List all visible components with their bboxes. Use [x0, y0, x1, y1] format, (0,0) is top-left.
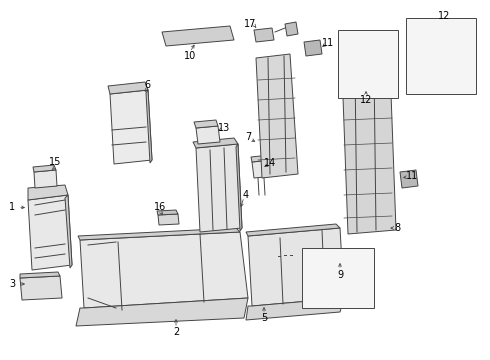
Polygon shape [342, 66, 396, 234]
Polygon shape [158, 214, 179, 225]
Polygon shape [248, 228, 344, 306]
Text: 16: 16 [154, 202, 166, 212]
Polygon shape [348, 42, 370, 72]
Text: 17: 17 [244, 19, 256, 29]
Polygon shape [157, 210, 178, 215]
Polygon shape [78, 228, 240, 240]
Polygon shape [34, 170, 57, 188]
Text: 5: 5 [261, 313, 267, 323]
Text: 11: 11 [406, 171, 418, 181]
Polygon shape [246, 298, 344, 320]
Text: 9: 9 [337, 270, 343, 280]
Text: 7: 7 [245, 132, 251, 142]
Polygon shape [285, 22, 298, 36]
Polygon shape [28, 195, 72, 270]
Polygon shape [110, 90, 152, 164]
Text: 12: 12 [360, 95, 372, 105]
Polygon shape [196, 126, 220, 144]
Polygon shape [236, 144, 242, 231]
Polygon shape [304, 40, 322, 56]
Text: 4: 4 [243, 190, 249, 200]
Polygon shape [254, 28, 274, 42]
Polygon shape [65, 195, 72, 268]
Polygon shape [400, 170, 418, 188]
Polygon shape [33, 165, 56, 172]
Polygon shape [20, 272, 60, 278]
Bar [302, 248, 374, 308]
Polygon shape [414, 24, 446, 50]
Text: 8: 8 [394, 223, 400, 233]
Polygon shape [251, 155, 272, 162]
Polygon shape [252, 160, 274, 178]
Polygon shape [194, 120, 218, 128]
Text: 2: 2 [173, 327, 179, 337]
Text: 10: 10 [184, 51, 196, 61]
Text: 13: 13 [218, 123, 230, 133]
Polygon shape [28, 185, 68, 200]
Polygon shape [80, 232, 248, 308]
Bar [338, 30, 398, 98]
Polygon shape [246, 224, 340, 236]
Polygon shape [193, 138, 238, 148]
Polygon shape [20, 276, 62, 300]
Text: 1: 1 [9, 202, 15, 212]
Polygon shape [108, 82, 148, 94]
Polygon shape [256, 54, 298, 178]
Polygon shape [76, 298, 248, 326]
Text: 11: 11 [322, 38, 334, 48]
Text: 3: 3 [9, 279, 15, 289]
Text: 12: 12 [438, 11, 450, 21]
Bar [406, 18, 476, 94]
Text: 14: 14 [264, 158, 276, 168]
Text: 6: 6 [144, 80, 150, 90]
Text: 15: 15 [49, 157, 61, 167]
Polygon shape [162, 26, 234, 46]
Polygon shape [146, 90, 152, 163]
Polygon shape [196, 144, 242, 232]
